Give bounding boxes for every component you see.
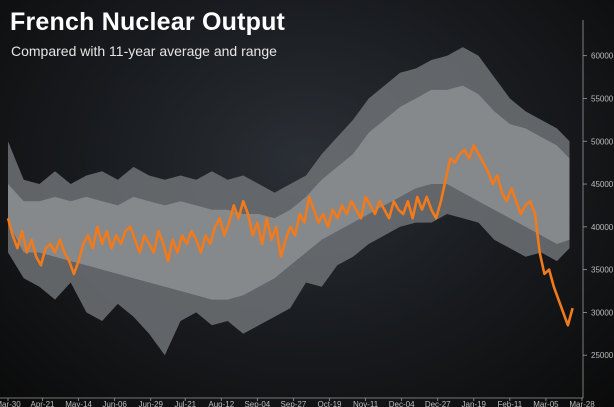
- x-tick-label: Mar-28: [569, 400, 595, 407]
- y-tick-label: 45000: [591, 180, 614, 189]
- chart-title: French Nuclear Output: [10, 8, 286, 36]
- y-tick-label: 50000: [591, 137, 614, 146]
- x-tick-label: Dec-27: [425, 400, 451, 407]
- x-tick-label: Aug-12: [208, 400, 234, 407]
- average-band: [8, 85, 570, 300]
- x-tick-label: Jun-29: [138, 400, 163, 407]
- x-tick-label: Apr-21: [30, 400, 55, 407]
- x-tick-label: Jul-21: [174, 400, 196, 407]
- x-tick-label: Jan-19: [462, 400, 487, 407]
- chart-subtitle: Compared with 11-year average and range: [11, 43, 277, 59]
- x-tick-label: Mar-05: [533, 400, 559, 407]
- y-tick-label: 55000: [591, 94, 614, 103]
- x-tick-label: Feb-11: [497, 400, 522, 407]
- x-tick-label: Nov-11: [353, 400, 379, 407]
- y-tick-label: 60000: [591, 52, 614, 61]
- x-tick-label: Dec-04: [389, 400, 415, 407]
- x-tick-label: Oct-19: [317, 400, 342, 407]
- y-tick-label: 25000: [591, 351, 614, 360]
- x-tick-label: Sep-04: [244, 400, 270, 407]
- x-tick-label: Sep-27: [281, 400, 307, 407]
- x-tick-label: Mar-30: [0, 400, 21, 407]
- y-tick-label: 40000: [591, 223, 614, 232]
- y-tick-label: 35000: [591, 266, 614, 275]
- x-tick-label: Jun-06: [102, 400, 127, 407]
- y-tick-label: 30000: [591, 308, 614, 317]
- x-tick-label: May-14: [65, 400, 92, 407]
- series-line-0: [6, 144, 574, 327]
